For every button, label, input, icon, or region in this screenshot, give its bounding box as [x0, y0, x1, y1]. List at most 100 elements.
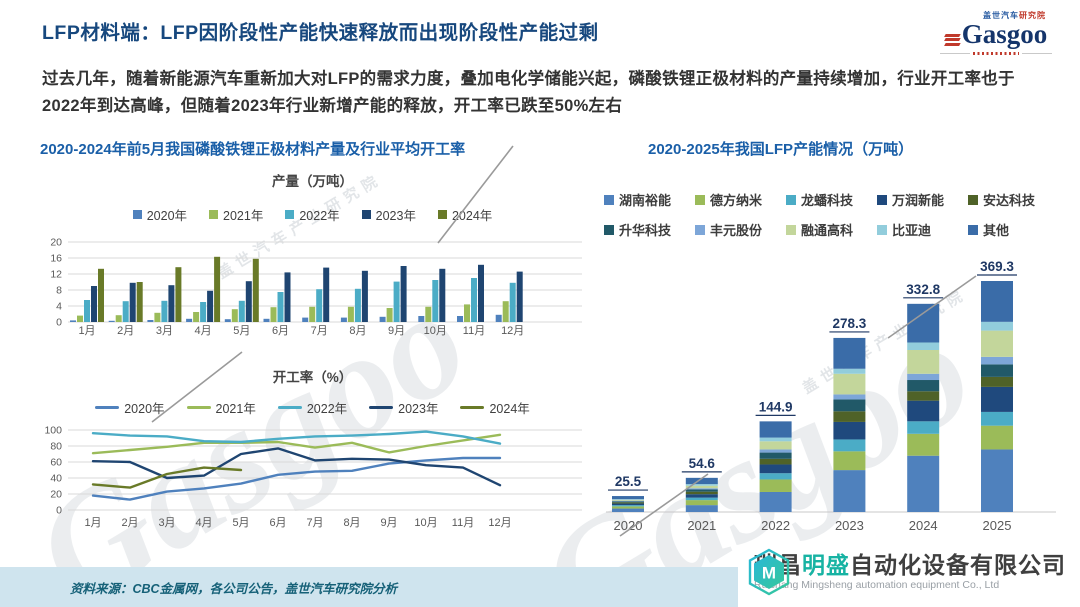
stack-2022-融通高科: [759, 441, 792, 450]
bar-2022年-7月: [316, 289, 323, 322]
total-label-2020: 25.5: [615, 474, 642, 489]
bar-2020年-6月: [263, 318, 270, 322]
bar-2021年-11月: [464, 304, 470, 322]
stack-2025-升华科技: [981, 364, 1013, 377]
legend-swatch: [361, 210, 371, 219]
legend-item: 丰元股份: [695, 220, 786, 239]
legend-item: 比亚迪: [877, 220, 968, 239]
bar-2020年-4月: [186, 318, 193, 322]
gasgoo-tagline: [940, 51, 1052, 56]
bar-2020年-1月: [70, 320, 76, 322]
stack-2021-比亚迪: [685, 484, 718, 486]
stack-2023-德方纳米: [833, 451, 866, 471]
gasgoo-logo: 盖世汽车研究院 Gasgoo: [940, 10, 1052, 56]
legend-item: 2024年: [460, 398, 530, 417]
stack-2022-德方纳米: [759, 479, 792, 492]
stack-2021-湖南裕能: [685, 505, 718, 512]
bar-2021年-1月: [77, 315, 83, 322]
bar-2021年-12月: [502, 301, 509, 322]
leader-line: [437, 145, 514, 244]
legend-label: 2021年: [223, 209, 264, 223]
legend-label: 丰元股份: [710, 223, 763, 238]
source-band: 资料来源：CBC金属网，各公司公告，盖世汽车研究院分析: [0, 567, 738, 607]
bar-2021年-4月: [193, 312, 200, 322]
legend-swatch: [277, 406, 302, 409]
bar-2023年-7月: [323, 267, 330, 322]
bar-2021年-9月: [386, 308, 393, 322]
legend-swatch: [209, 210, 219, 219]
legend-item: 2023年: [361, 205, 416, 224]
y-tick-label: 4: [56, 301, 62, 313]
bar-2021年-8月: [347, 306, 354, 322]
bar-2024年-4月: [214, 256, 221, 322]
stack-2021-丰元股份: [685, 488, 718, 490]
x-tick-label: 8月: [343, 517, 360, 529]
stack-2020-万润新能: [612, 503, 644, 506]
stack-2025-比亚迪: [981, 321, 1013, 331]
bar-2023年-1月: [91, 286, 97, 322]
bar-2020年-11月: [457, 316, 463, 322]
legend-label: 升华科技: [619, 223, 672, 238]
x-tick-label: 9月: [380, 517, 397, 529]
bar-2022年-4月: [200, 302, 207, 322]
company-name-part: 自动化设备有限公司: [850, 552, 1066, 578]
bar-2020年-7月: [302, 317, 309, 322]
legend-label: 湖南裕能: [619, 193, 672, 208]
stack-2024-德方纳米: [907, 433, 940, 456]
stack-2020-德方纳米: [612, 506, 644, 509]
legend-swatch: [604, 194, 614, 205]
line-series-2024年: [91, 466, 243, 489]
legend-item: 龙蟠科技: [786, 190, 877, 209]
utilization-subtitle: 开工率（%）: [272, 370, 353, 385]
legend-item: 2022年: [285, 205, 340, 224]
stack-2023-龙蟠科技: [833, 439, 866, 452]
stack-2020-融通高科: [612, 499, 644, 501]
x-tick-label: 12月: [488, 517, 511, 529]
stack-2025-融通高科: [981, 330, 1013, 357]
legend-swatch: [437, 210, 447, 219]
bar-2023年-12月: [516, 271, 523, 322]
x-tick-label: 3月: [156, 325, 173, 337]
capacity-stacked-chart: 25.5 2020 54.6 2021 144.9 2022 278.3 2023 332.8 2…: [606, 259, 1056, 533]
x-tick-label: 2023: [835, 518, 864, 533]
legend-swatch: [604, 224, 614, 235]
gasgoo-wordmark: Gasgoo: [940, 21, 1052, 48]
legend-swatch: [95, 406, 120, 409]
stack-2023-融通高科: [833, 373, 866, 395]
gasgoo-cn-red: 研究院: [1019, 11, 1046, 20]
stack-2024-其他: [907, 303, 940, 343]
company-name-highlight: 明盛: [802, 552, 850, 578]
legend-label: 2024年: [451, 209, 493, 223]
production-subtitle: 产量（万吨）: [272, 174, 353, 189]
bar-2021年-7月: [309, 306, 316, 322]
right-chart-title: 2020-2025年我国LFP产能情况（万吨）: [648, 141, 914, 158]
legend-label: 万润新能: [892, 193, 945, 208]
stack-2021-安达科技: [685, 491, 718, 495]
bar-2020年-12月: [495, 314, 502, 322]
x-tick-label: 6月: [269, 517, 286, 529]
legend-swatch: [877, 194, 887, 205]
total-label-2022: 144.9: [759, 399, 793, 414]
stack-2024-融通高科: [907, 349, 940, 374]
line-series-2020年: [91, 456, 502, 501]
x-tick-label: 5月: [233, 325, 250, 337]
legend-label: 2023年: [375, 209, 416, 223]
bar-2022年-3月: [161, 300, 168, 322]
legend-item: 2021年: [209, 205, 263, 224]
x-tick-label: 10月: [414, 517, 437, 529]
stack-2024-安达科技: [907, 391, 940, 401]
x-tick-label: 11月: [463, 325, 485, 337]
legend-item: 2020年: [95, 398, 165, 417]
stack-2021-德方纳米: [685, 500, 718, 506]
bar-2023年-11月: [478, 264, 484, 322]
utilization-legend: 2020年 2021年 2022年 2023年 2024年: [40, 398, 585, 417]
legend-swatch: [786, 194, 796, 205]
stack-2025-丰元股份: [981, 356, 1013, 365]
stack-2025-万润新能: [981, 386, 1013, 412]
legend-label: 2023年: [398, 402, 439, 416]
x-tick-label: 11月: [452, 517, 474, 529]
company-logo: M 瑞昌明盛自动化设备有限公司 Ruichang Mingsheng autom…: [746, 548, 1066, 596]
intro-paragraph: 过去几年，随着新能源汽车重新加大对LFP的需求力度，叠加电化学储能兴起，磷酸铁锂…: [42, 70, 1015, 115]
bar-2023年-8月: [361, 270, 368, 322]
